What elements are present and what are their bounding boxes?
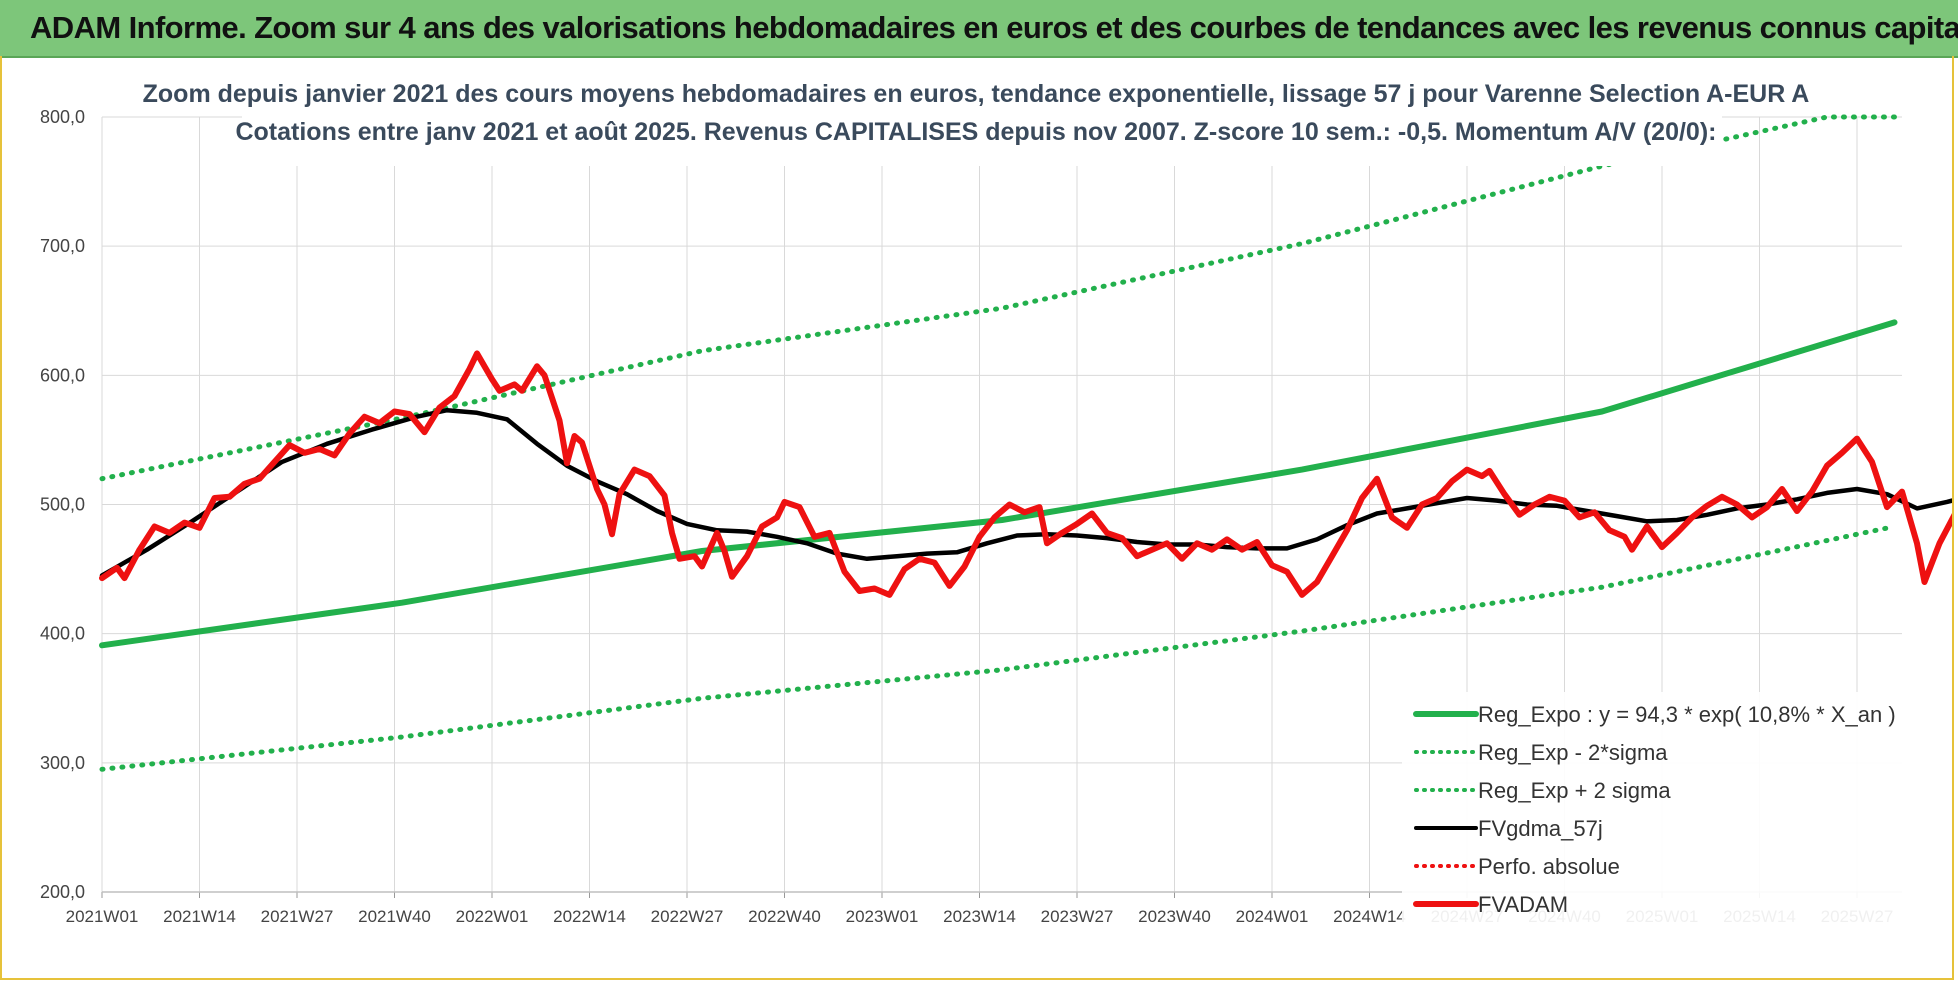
series-reg-minus-2sigma [99,524,1897,772]
x-tick-label: 2023W27 [1041,907,1114,926]
chart-series [99,114,1952,772]
legend-label: Reg_Expo : y = 94,3 * exp( 10,8% * X_an … [1478,702,1896,727]
x-tick-label: 2024W14 [1333,907,1406,926]
legend-label: Reg_Exp - 2*sigma [1478,740,1668,765]
chart-svg: Zoom depuis janvier 2021 des cours moyen… [40,66,1952,926]
y-tick-label: 800,0 [40,107,85,127]
x-tick-label: 2023W01 [846,907,919,926]
x-tick-label: 2021W40 [358,907,431,926]
x-tick-label: 2022W40 [748,907,821,926]
report-title: ADAM Informe. Zoom sur 4 ans des valoris… [30,10,1958,45]
y-tick-label: 500,0 [40,495,85,515]
y-tick-label: 700,0 [40,236,85,256]
series-reg-plus-2sigma [99,114,1897,482]
legend-label: Perfo. absolue [1478,854,1620,879]
x-tick-label: 2022W01 [456,907,529,926]
title-backdrop [242,66,1722,166]
x-tick-label: 2023W40 [1138,907,1211,926]
chart-legend: Reg_Expo : y = 94,3 * exp( 10,8% * X_an … [1402,692,1902,922]
legend-label: Reg_Exp + 2 sigma [1478,778,1671,803]
legend-label: FVgdma_57j [1478,816,1603,841]
y-tick-label: 200,0 [40,882,85,902]
x-tick-label: 2021W27 [261,907,334,926]
y-axis-ticks: 800,0 700,0 600,0 500,0 400,0 300,0 200,0 [40,107,85,902]
x-tick-label: 2023W14 [943,907,1016,926]
y-tick-label: 300,0 [40,753,85,773]
series-fvadam [99,350,1952,598]
x-tick-label: 2021W14 [163,907,236,926]
legend-box [1402,692,1902,922]
x-tick-label: 2022W27 [651,907,724,926]
y-tick-label: 400,0 [40,624,85,644]
chart-subtitle: Cotations entre janv 2021 et août 2025. … [235,118,1716,146]
x-tick-label: 2024W01 [1236,907,1309,926]
chart-frame: Zoom depuis janvier 2021 des cours moyen… [0,56,1954,980]
legend-label: FVADAM [1478,892,1568,917]
series-reg-expo [99,319,1898,649]
x-tick-label: 2022W14 [553,907,626,926]
chart-title: Zoom depuis janvier 2021 des cours moyen… [143,80,1810,108]
report-banner: ADAM Informe. Zoom sur 4 ans des valoris… [0,0,1958,58]
series-fvgdma-57j [99,407,1952,578]
y-tick-label: 600,0 [40,365,85,385]
x-tick-label: 2021W01 [66,907,139,926]
